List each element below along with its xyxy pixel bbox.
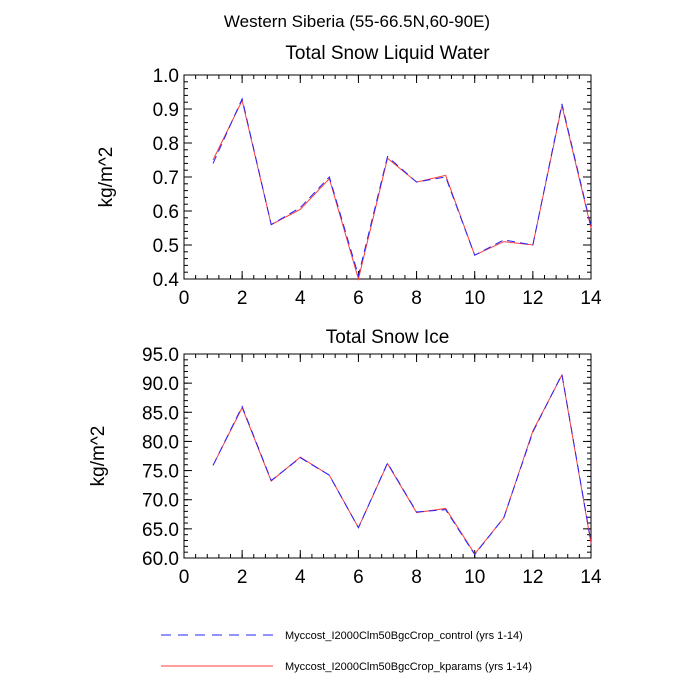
y-tick-label: 70.0 (142, 491, 179, 512)
panel-title: Total Snow Ice (326, 327, 450, 348)
legend-kparams-label: Myccost_I2000Clm50BgcCrop_kparams (yrs 1… (285, 661, 532, 673)
figure-suptitle: Western Siberia (55-66.5N,60-90E) (224, 12, 490, 31)
y-tick-label: 90.0 (142, 374, 179, 395)
y-tick-label: 0.7 (153, 168, 179, 189)
panel-snow-ice: Total Snow Ice kg/m^2 0 2 4 6 8 10 12 14 60.0 65.0 7… (88, 327, 602, 588)
x-tick-label: 14 (580, 567, 602, 588)
x-tick-label: 2 (237, 567, 248, 588)
y-tick-label: 0.6 (153, 202, 179, 223)
x-tick-label: 4 (295, 288, 306, 309)
y-tick-label: 85.0 (142, 403, 179, 424)
y-axis-label: kg/m^2 (96, 147, 117, 208)
y-tick-label: 0.5 (153, 236, 179, 257)
x-tick-label: 8 (411, 288, 422, 309)
series-control-line (212, 97, 592, 278)
x-tick-label: 6 (353, 288, 364, 309)
x-tick-label: 0 (179, 288, 190, 309)
y-axis-label: kg/m^2 (88, 426, 109, 487)
y-tick-label: 0.9 (153, 100, 179, 121)
series-control-line (212, 372, 592, 556)
y-tick-label: 65.0 (142, 520, 179, 541)
plot-frame (183, 74, 592, 280)
x-tick-label: 12 (522, 288, 543, 309)
x-tick-label: 0 (179, 567, 190, 588)
x-tick-label: 10 (464, 288, 485, 309)
x-tick-label: 4 (295, 567, 306, 588)
y-tick-label: 95.0 (142, 345, 179, 366)
series-kparams-line (212, 99, 592, 281)
series-kparams-line (212, 373, 592, 555)
x-tick-label: 2 (237, 288, 248, 309)
plot-frame (183, 353, 592, 559)
panel-title: Total Snow Liquid Water (285, 43, 490, 64)
panel-snow-liquid-water: Total Snow Liquid Water kg/m^2 0 2 4 6 8 10 12 14… (96, 43, 602, 309)
x-tick-label: 10 (464, 567, 485, 588)
legend: Myccost_I2000Clm50BgcCrop_control (yrs 1… (161, 630, 532, 673)
y-tick-label: 75.0 (142, 462, 179, 483)
x-tick-label: 8 (411, 567, 422, 588)
y-tick-label: 1.0 (153, 66, 179, 87)
y-tick-label: 60.0 (142, 549, 179, 570)
y-tick-label: 0.8 (153, 134, 179, 155)
legend-control-label: Myccost_I2000Clm50BgcCrop_control (yrs 1… (285, 630, 523, 642)
y-tick-label: 80.0 (142, 432, 179, 453)
x-tick-label: 14 (580, 288, 602, 309)
y-tick-label: 0.4 (153, 270, 180, 291)
x-tick-label: 6 (353, 567, 364, 588)
x-tick-label: 12 (522, 567, 543, 588)
